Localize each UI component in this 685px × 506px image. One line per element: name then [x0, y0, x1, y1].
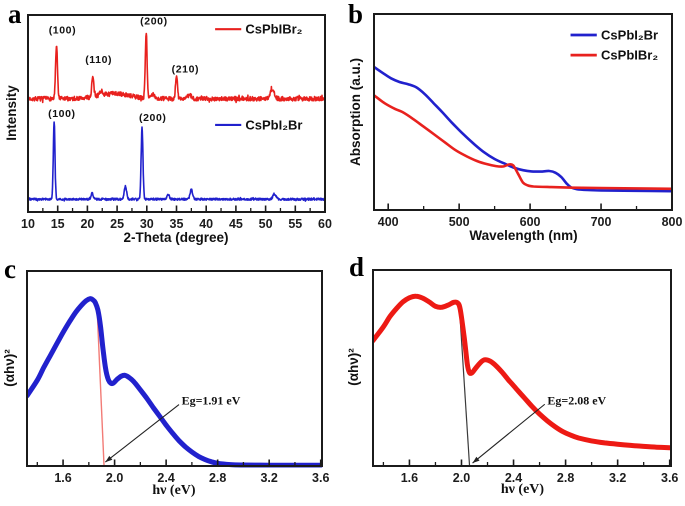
panel-a: a Intensity 10 15 20 25 30 35 40 45 50 55 60 (100) (…: [0, 0, 342, 253]
legend-label: CsPbIBr₂: [601, 48, 658, 63]
x-tick-label: 2.4: [505, 471, 522, 485]
x-tick-label: 1.6: [401, 471, 418, 485]
plot-frame: [372, 269, 672, 467]
x-tick-label: 3.2: [609, 471, 626, 485]
x-tick-label: 3.6: [312, 471, 329, 485]
panel-letter-c: c: [4, 254, 16, 284]
peak-label: (210): [172, 64, 200, 76]
x-tick-label: 60: [318, 217, 332, 231]
y-axis-label-d: (αhν)²: [346, 348, 361, 386]
x-tick-label: 1.6: [54, 471, 71, 485]
tangent-line: [96, 302, 105, 467]
absorption-plot: 400 500 600 700 800 CsPbI₂Br CsPbIBr₂: [373, 13, 683, 229]
curve-CsPbI2Br: [373, 65, 673, 193]
legend-label: CsPbIBr₂: [245, 22, 302, 37]
x-tick-label: 40: [199, 217, 213, 231]
x-tick-label: 600: [520, 215, 541, 229]
pointer-line: [104, 404, 180, 463]
plot-frame: [27, 14, 326, 213]
tauc-plot-cspbibr2: 1.6 2.0 2.4 2.8 3.2 3.6 Eg=2.08 eV: [372, 269, 678, 485]
x-tick-label: 55: [288, 217, 302, 231]
curve-CsPbIBr2: [372, 293, 672, 451]
x-tick-label: 20: [80, 217, 94, 231]
x-tick-label: 50: [259, 217, 273, 231]
curve-CsPbI2Br: [26, 296, 323, 468]
pointer-arrowhead: [105, 455, 113, 463]
x-axis-label-b: Wavelength (nm): [469, 228, 578, 243]
tangent-line: [458, 309, 471, 467]
plot-frame: [26, 270, 323, 467]
peak-label: (200): [140, 15, 168, 27]
plot-frame: [373, 13, 673, 211]
panel-letter-a: a: [8, 0, 22, 29]
x-axis-label-d: hν (eV): [500, 482, 545, 497]
panel-c: c (αhν)² 1.6 2.0 2.4 2.8 3.2 3.6 Eg=1.91 eV hν…: [0, 253, 342, 506]
eg-label: Eg=2.08 eV: [547, 393, 606, 407]
x-tick-label: 400: [378, 215, 399, 229]
pointer-line: [472, 403, 546, 464]
x-tick-label: 3.6: [661, 471, 678, 485]
pointer-arrowhead: [472, 456, 480, 464]
x-axis-label-a: 2-Theta (degree): [123, 230, 229, 245]
x-tick-label: 2.0: [106, 471, 123, 485]
x-tick-label: 700: [591, 215, 612, 229]
legend-label: CsPbI₂Br: [245, 117, 302, 132]
peak-label: (200): [139, 112, 167, 124]
legend-label: CsPbI₂Br: [601, 27, 658, 42]
curve-CsPbI2Br: [27, 121, 326, 202]
x-tick-label: 15: [51, 217, 65, 231]
x-tick-label: 2.8: [557, 471, 574, 485]
x-tick-label: 45: [229, 217, 243, 231]
x-tick-label: 2.4: [157, 471, 174, 485]
y-axis-label-b: Absorption (a.u.): [348, 58, 363, 166]
y-axis-label-a: Intensity: [4, 85, 19, 141]
peak-label: (100): [48, 108, 76, 120]
tauc-plot-cspbi2br: 1.6 2.0 2.4 2.8 3.2 3.6 Eg=1.91 eV: [26, 270, 329, 485]
x-tick-label: 3.2: [260, 471, 277, 485]
curve-CsPbIBr2: [373, 94, 673, 191]
x-axis-label-c: hν (eV): [152, 483, 196, 498]
x-tick-label: 2.0: [453, 471, 470, 485]
peak-label: (100): [49, 24, 77, 36]
x-tick-label: 10: [21, 217, 35, 231]
panel-letter-d: d: [349, 252, 365, 282]
x-tick-label: 2.8: [209, 471, 226, 485]
x-tick-label: 800: [662, 215, 683, 229]
x-tick-label: 500: [449, 215, 470, 229]
x-tick-label: 25: [110, 217, 124, 231]
eg-label: Eg=1.91 eV: [182, 394, 241, 408]
xrd-plot: 10 15 20 25 30 35 40 45 50 55 60 (100) (110) (200) (21…: [21, 14, 332, 231]
x-tick-label: 35: [170, 217, 184, 231]
panel-d: d (αhν)² 1.6 2.0 2.4 2.8 3.2 3.6 Eg=2.08 eV hν…: [342, 253, 685, 506]
peak-label: (110): [85, 54, 112, 66]
panel-b: b Absorption (a.u.) 400 500 600 700 800 CsPbI…: [342, 0, 685, 253]
y-axis-label-c: (αhν)²: [2, 349, 17, 387]
curve-CsPbIBr2: [27, 32, 326, 104]
panel-letter-b: b: [348, 0, 364, 29]
x-tick-label: 30: [140, 217, 154, 231]
